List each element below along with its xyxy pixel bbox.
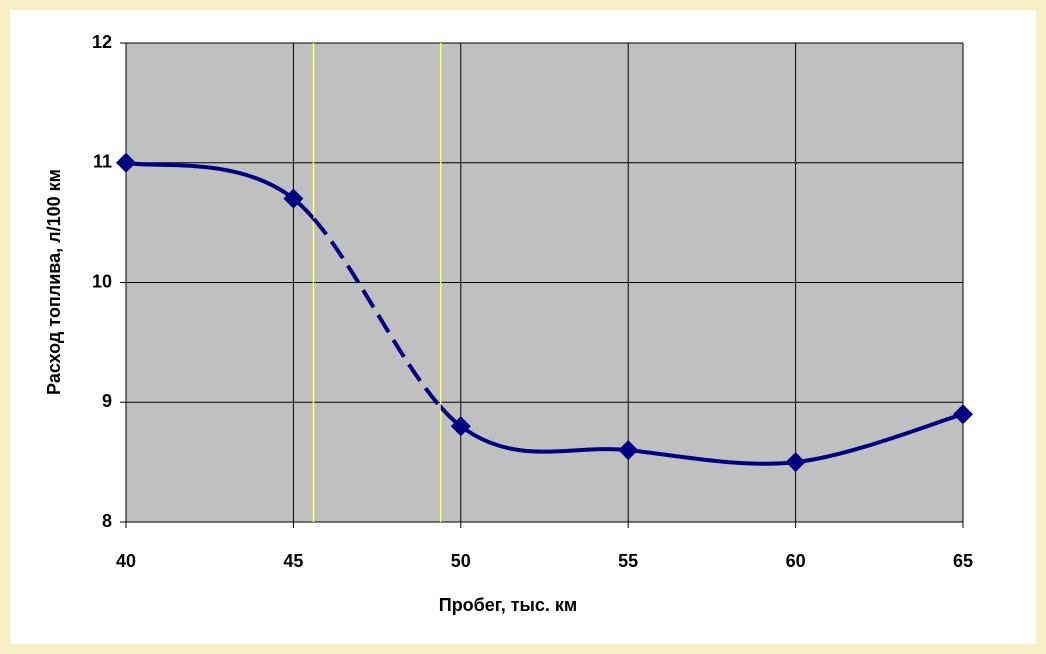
point-marker bbox=[785, 452, 806, 473]
y-tick-label: 11 bbox=[93, 152, 112, 172]
x-tick-label: 55 bbox=[618, 551, 638, 571]
x-tick-label: 40 bbox=[116, 551, 136, 571]
x-tick-label: 60 bbox=[786, 551, 806, 571]
x-tick-label: 65 bbox=[953, 551, 973, 571]
point-marker bbox=[283, 188, 304, 209]
y-tick-label: 9 bbox=[102, 391, 112, 411]
y-tick-label: 10 bbox=[92, 271, 112, 291]
point-marker bbox=[116, 152, 136, 173]
y-tick-label: 8 bbox=[102, 511, 112, 531]
x-tick-label: 50 bbox=[451, 551, 471, 571]
y-tick-label: 12 bbox=[92, 32, 112, 52]
x-axis-title: Пробег, тыс. км bbox=[439, 595, 578, 615]
data-line bbox=[125, 160, 964, 466]
y-axis-title: Расход топлива, л/100 км bbox=[44, 169, 64, 395]
point-marker bbox=[953, 404, 973, 425]
x-tick-label: 45 bbox=[283, 551, 303, 571]
point-marker bbox=[450, 416, 471, 437]
point-marker bbox=[618, 440, 639, 461]
